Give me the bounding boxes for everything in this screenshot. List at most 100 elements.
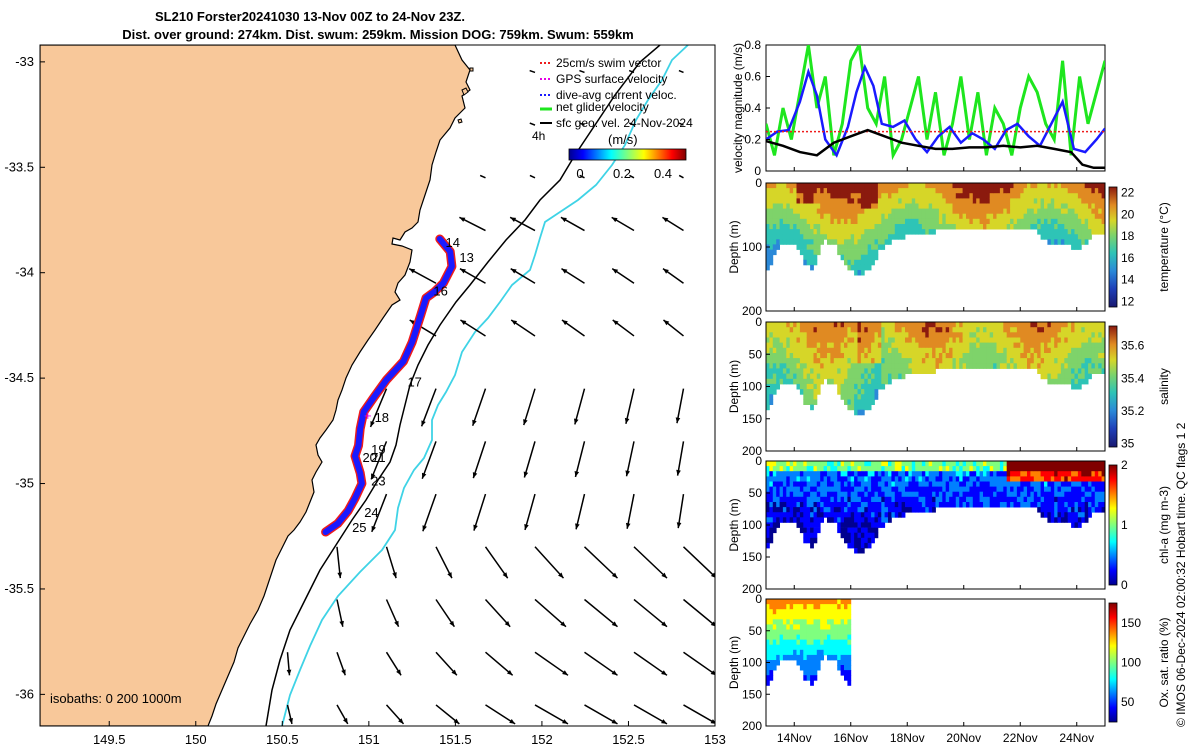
section-cell [1054,322,1058,328]
section-cell [850,389,855,395]
section-cell [840,532,845,539]
section-cell [810,675,814,681]
velocity-arrow-head [337,572,343,579]
section-cell [1020,337,1025,344]
section-cell [935,188,940,194]
velocity-ytick-label: 0.8 [744,38,761,52]
section-cell [1033,193,1038,199]
section-cell [857,234,862,240]
section-cell [993,481,997,487]
section-cell [769,368,774,374]
section-cell [1047,229,1052,235]
section-cell [803,373,808,380]
section-cell [806,327,811,333]
section-cell [996,203,1001,209]
section-cell [921,183,926,189]
section-cell [877,239,882,245]
section-cell [776,517,780,523]
section-cell [766,644,770,651]
section-cell [796,599,801,605]
section-cell [803,213,808,220]
section-cell [1013,496,1018,503]
section-cell [776,619,780,625]
section-cell [799,527,804,534]
section-cell [867,527,872,534]
section-cell [1098,481,1102,487]
section-cell [840,239,845,245]
section-cell [796,629,801,635]
section-cell [782,337,787,344]
isobath-200m [265,45,661,726]
section-cell [884,378,889,385]
section-cell [799,496,804,503]
section-cell [925,363,930,369]
section-cell [1098,461,1102,467]
section-cell [837,644,841,651]
section-cell [810,670,814,676]
section-cell [1077,368,1082,374]
section-cell [864,322,869,328]
section-cell [850,188,855,194]
section-cell [786,517,791,523]
section-cell [776,522,780,528]
section-cell [972,183,977,189]
section-cell [1006,188,1011,194]
velocity-arrow-shaft [534,704,569,725]
section-cell [857,254,862,261]
section-cell [850,358,855,364]
section-cell [796,378,801,385]
section-cell [1091,363,1096,369]
section-cell [1047,461,1052,467]
section-cell [816,502,821,508]
section-cell [1077,461,1082,467]
section-cell [857,208,862,215]
section-cell [860,213,865,220]
section-cell [888,183,892,189]
section-cell [955,183,960,189]
velocity-arrow-head [661,670,667,676]
section-cell [769,507,774,513]
section-cell [1081,378,1086,385]
section-cell [1054,517,1058,523]
section-cell [938,353,943,359]
section-cell [884,224,889,230]
section-cell [996,188,1001,194]
section-cell [1050,512,1055,518]
section-cell [803,665,808,671]
section-cell [1040,218,1045,225]
section-cell [793,213,797,220]
section-cell [1040,327,1045,333]
section-cell [816,466,821,472]
section-cell [776,378,780,385]
section-cell [776,327,780,333]
section-cell [806,383,811,390]
section-cell [823,347,828,354]
velocity-arrow-head [459,268,466,274]
section-cell [898,322,902,328]
section-cell [938,188,943,194]
section-cell [782,188,787,194]
section-cell [884,471,889,477]
section-cell [837,604,841,610]
section-cell [803,654,808,661]
section-cell [877,224,882,230]
section-cell [779,604,784,610]
section-cell [881,502,886,508]
section-cell [996,337,1001,344]
section-cell [864,347,869,354]
section-cell [857,517,862,523]
velocity-arrow-shaft [484,546,509,579]
section-cell [1013,218,1018,225]
section-cell [827,378,831,385]
section-cell [1054,502,1058,508]
section-cell [850,203,855,209]
section-cell [854,507,858,513]
section-cell [935,496,940,503]
section-cell [806,466,811,472]
velocity-arrow [575,493,586,530]
section-cell [830,198,835,204]
section-cell [1040,229,1045,235]
section-cell [1101,203,1106,209]
section-cell [918,183,923,189]
section-cell [1050,481,1055,487]
